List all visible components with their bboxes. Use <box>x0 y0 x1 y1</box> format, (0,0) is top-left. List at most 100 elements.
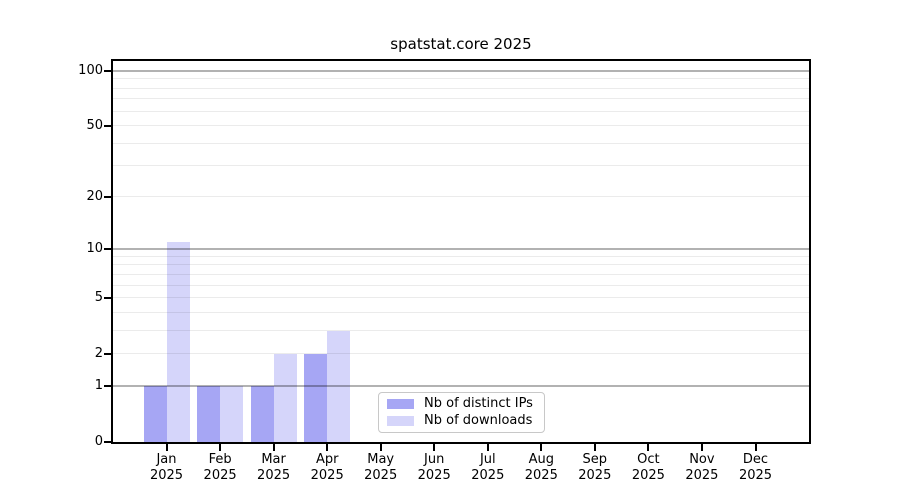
x-tick-label: Mar 2025 <box>238 452 310 484</box>
legend-swatch-distinct-ips <box>387 399 414 410</box>
x-tick-year: 2025 <box>257 468 291 483</box>
x-tick-month: Oct <box>637 452 660 467</box>
x-tick-month: Apr <box>315 452 339 467</box>
x-tick-month: Feb <box>208 452 232 467</box>
x-tick-mark <box>433 444 436 451</box>
gridline-minor <box>113 284 809 286</box>
x-tick-year: 2025 <box>417 468 451 483</box>
x-tick-mark <box>486 444 489 451</box>
gridline-major <box>113 248 809 251</box>
y-tick-mark <box>104 196 111 199</box>
bar-downloads <box>220 386 244 442</box>
x-tick-label: Apr 2025 <box>291 452 363 484</box>
legend-label-downloads: Nb of downloads <box>424 412 533 428</box>
x-tick-year: 2025 <box>578 468 612 483</box>
x-tick-year: 2025 <box>685 468 719 483</box>
legend-swatch-downloads <box>387 415 414 426</box>
x-tick-mark <box>593 444 596 451</box>
gridline-minor <box>113 110 809 112</box>
y-tick-label: 0 <box>94 434 103 449</box>
x-tick-year: 2025 <box>471 468 505 483</box>
chart-title: spatstat.core 2025 <box>390 35 532 53</box>
y-tick-label: 100 <box>78 63 103 78</box>
gridline-minor <box>113 142 809 144</box>
x-tick-mark <box>379 444 382 451</box>
y-tick-mark <box>104 124 111 127</box>
x-tick-label: Nov 2025 <box>666 452 738 484</box>
gridline-minor <box>113 264 809 266</box>
x-tick-month: May <box>367 452 395 467</box>
bar-distinct-ips <box>143 386 167 442</box>
gridline-minor <box>113 196 809 198</box>
gridline-minor <box>113 78 809 80</box>
x-tick-year: 2025 <box>738 468 773 483</box>
y-tick-label: 2 <box>94 345 103 361</box>
x-tick-year: 2025 <box>310 468 344 483</box>
x-tick-mark <box>754 444 757 451</box>
y-tick-mark <box>104 70 111 72</box>
gridline-major <box>113 385 809 388</box>
x-tick-label: Feb 2025 <box>184 452 256 484</box>
y-tick-label: 10 <box>86 241 103 257</box>
y-tick-label: 20 <box>86 189 103 205</box>
x-tick-mark <box>700 444 703 451</box>
x-tick-mark <box>540 444 543 451</box>
x-tick-mark <box>272 444 275 451</box>
bar-downloads <box>273 353 297 442</box>
x-tick-year: 2025 <box>149 468 184 483</box>
gridline-minor <box>113 255 809 257</box>
gridline-minor <box>113 311 809 313</box>
x-tick-month: Dec <box>742 452 769 467</box>
y-tick-mark <box>104 385 111 388</box>
x-tick-label: Dec 2025 <box>720 452 792 484</box>
y-tick-mark <box>104 352 111 355</box>
x-tick-mark <box>219 444 222 451</box>
x-tick-year: 2025 <box>524 468 558 483</box>
gridline-minor <box>113 164 809 166</box>
bar-distinct-ips <box>197 386 221 442</box>
x-tick-month: Sep <box>582 452 608 467</box>
x-tick-month: Mar <box>261 452 286 467</box>
x-tick-month: Jun <box>424 452 445 467</box>
gridline-major <box>113 70 809 72</box>
y-tick-mark <box>104 248 111 251</box>
x-tick-label: Oct 2025 <box>612 452 684 484</box>
x-tick-year: 2025 <box>631 468 665 483</box>
x-tick-label: Aug 2025 <box>505 452 577 484</box>
bar-downloads <box>166 242 190 442</box>
gridline-minor <box>113 273 809 275</box>
bar-downloads <box>327 330 351 442</box>
x-tick-month: Jan <box>156 452 177 467</box>
x-tick-month: Nov <box>689 452 715 467</box>
x-tick-month: Aug <box>528 452 554 467</box>
gridline-minor <box>113 329 809 331</box>
x-tick-mark <box>647 444 650 451</box>
plot-area <box>111 59 811 444</box>
bar-distinct-ips <box>304 353 328 442</box>
gridline-minor <box>113 98 809 100</box>
y-tick-mark <box>104 297 111 299</box>
x-tick-year: 2025 <box>364 468 398 483</box>
y-tick-label: 5 <box>94 290 103 305</box>
gridline-minor <box>113 124 809 126</box>
x-tick-label: Jun 2025 <box>398 452 470 484</box>
legend-entry-distinct-ips: Nb of distinct IPs <box>387 397 536 411</box>
x-tick-label: May 2025 <box>345 452 417 484</box>
y-tick-mark <box>104 441 111 443</box>
gridline-minor <box>113 297 809 298</box>
x-tick-year: 2025 <box>203 468 237 483</box>
gridline-minor <box>113 352 809 354</box>
x-tick-mark <box>326 444 329 451</box>
legend-label-distinct-ips: Nb of distinct IPs <box>424 396 533 412</box>
x-tick-mark <box>165 444 168 451</box>
x-tick-label: Jul 2025 <box>452 452 524 484</box>
legend: Nb of distinct IPs Nb of downloads <box>378 392 545 433</box>
x-tick-label: Sep 2025 <box>559 452 631 484</box>
x-tick-label: Jan 2025 <box>131 452 203 484</box>
legend-entry-downloads: Nb of downloads <box>387 412 536 428</box>
gridline-minor <box>113 87 809 89</box>
y-tick-label: 1 <box>94 378 103 394</box>
x-tick-month: Jul <box>479 452 496 467</box>
y-tick-label: 50 <box>86 117 103 133</box>
